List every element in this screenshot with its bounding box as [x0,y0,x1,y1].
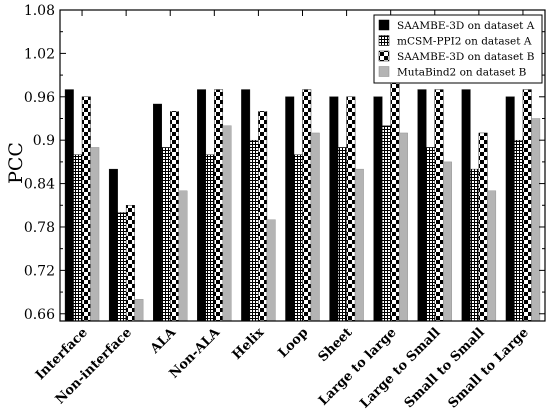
category-label: Large to large [316,325,399,408]
bar-5-series-0 [285,96,295,322]
bar-7-series-3 [398,132,408,322]
bar-9-series-1 [470,168,480,322]
legend-label-3: MutaBind2 on dataset B [397,67,527,79]
bar-2-series-3 [178,190,188,322]
bar-6-series-3 [354,168,364,322]
bar-4-series-0 [241,89,251,322]
y-tick-label: 1.08 [24,3,55,19]
y-tick-label: 0.9 [33,133,55,149]
bar-6-series-1 [337,147,347,322]
bar-5-series-1 [293,154,303,322]
bar-7-series-1 [381,125,391,322]
bar-8-series-0 [417,89,427,322]
category-label: Large to Small [357,325,443,411]
bar-2-series-0 [153,103,162,322]
bar-10-series-1 [514,139,524,322]
category-label: Helix [230,325,268,363]
legend-swatch-0 [378,19,390,31]
bar-1-series-1 [117,212,127,322]
bar-10-series-2 [522,89,532,322]
category-label: Small to Large [446,325,532,411]
legend-swatch-2 [378,50,390,62]
bar-6-series-2 [346,96,356,322]
y-tick-label: 0.72 [24,263,55,279]
bar-8-series-2 [434,89,444,322]
bar-2-series-1 [161,147,171,322]
bar-6-series-0 [329,96,339,322]
legend: SAAMBE-3D on dataset A mCSM-PPI2 on datas… [373,14,543,84]
bar-8-series-1 [426,147,435,322]
category-label: Sheet [316,325,356,365]
bar-9-series-3 [487,190,497,322]
legend-label-2: SAAMBE-3D on dataset B [397,51,535,63]
bar-0-series-2 [81,96,91,322]
bar-1-series-0 [108,168,118,322]
bar-0-series-0 [64,89,74,322]
category-label: Loop [276,325,312,361]
y-axis-title: PCC [5,142,27,184]
bar-5-series-3 [310,132,320,322]
category-label: ALA [147,325,180,358]
bar-3-series-1 [205,154,215,322]
bar-3-series-3 [222,125,232,322]
bar-1-series-2 [125,205,135,322]
bar-2-series-2 [170,111,179,322]
bar-9-series-0 [461,89,471,322]
bar-3-series-2 [214,89,224,322]
bar-3-series-0 [197,89,207,322]
y-tick-label: 0.96 [24,90,55,106]
bar-10-series-0 [505,96,515,322]
axes-layer [59,9,546,322]
y-tick-label: 1.02 [24,46,55,62]
bars-layer [64,82,541,322]
bar-8-series-3 [443,161,452,322]
bar-0-series-1 [73,154,83,322]
category-label: Non-interface [53,325,135,407]
bar-9-series-2 [478,132,488,322]
legend-label-1: mCSM-PPI2 on dataset A [397,36,532,48]
bar-4-series-2 [258,111,268,322]
y-tick-label: 0.78 [24,220,55,236]
bar-0-series-3 [90,147,100,322]
legend-swatch-1 [378,35,390,46]
legend-box [373,14,543,84]
legend-label-0: SAAMBE-3D on dataset A [397,20,535,32]
y-tick-label: 0.66 [24,307,55,323]
bar-5-series-2 [302,89,312,322]
category-label: Small to Small [402,325,488,411]
bar-7-series-0 [373,96,383,322]
legend-swatch-3 [378,66,390,77]
bar-4-series-3 [266,219,276,322]
y-tick-label: 0.84 [24,177,55,193]
bar-10-series-3 [531,118,541,322]
bar-4-series-1 [249,139,259,322]
bar-7-series-2 [390,82,400,322]
bar-1-series-3 [134,299,144,322]
